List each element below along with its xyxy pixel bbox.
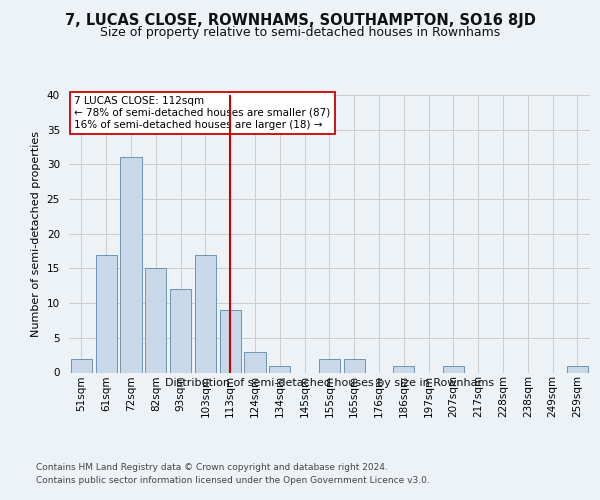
Bar bbox=[344, 358, 365, 372]
Bar bbox=[220, 310, 241, 372]
Bar bbox=[195, 254, 216, 372]
Bar bbox=[244, 352, 266, 372]
Bar bbox=[145, 268, 166, 372]
Y-axis label: Number of semi-detached properties: Number of semi-detached properties bbox=[31, 130, 41, 337]
Bar bbox=[121, 158, 142, 372]
Text: 7 LUCAS CLOSE: 112sqm
← 78% of semi-detached houses are smaller (87)
16% of semi: 7 LUCAS CLOSE: 112sqm ← 78% of semi-deta… bbox=[74, 96, 331, 130]
Bar bbox=[443, 366, 464, 372]
Text: Distribution of semi-detached houses by size in Rownhams: Distribution of semi-detached houses by … bbox=[165, 378, 494, 388]
Text: Contains public sector information licensed under the Open Government Licence v3: Contains public sector information licen… bbox=[36, 476, 430, 485]
Bar bbox=[269, 366, 290, 372]
Bar bbox=[71, 358, 92, 372]
Bar bbox=[170, 289, 191, 372]
Bar bbox=[567, 366, 588, 372]
Text: Size of property relative to semi-detached houses in Rownhams: Size of property relative to semi-detach… bbox=[100, 26, 500, 39]
Bar bbox=[95, 254, 117, 372]
Bar bbox=[393, 366, 415, 372]
Text: 7, LUCAS CLOSE, ROWNHAMS, SOUTHAMPTON, SO16 8JD: 7, LUCAS CLOSE, ROWNHAMS, SOUTHAMPTON, S… bbox=[65, 12, 535, 28]
Bar bbox=[319, 358, 340, 372]
Text: Contains HM Land Registry data © Crown copyright and database right 2024.: Contains HM Land Registry data © Crown c… bbox=[36, 462, 388, 471]
